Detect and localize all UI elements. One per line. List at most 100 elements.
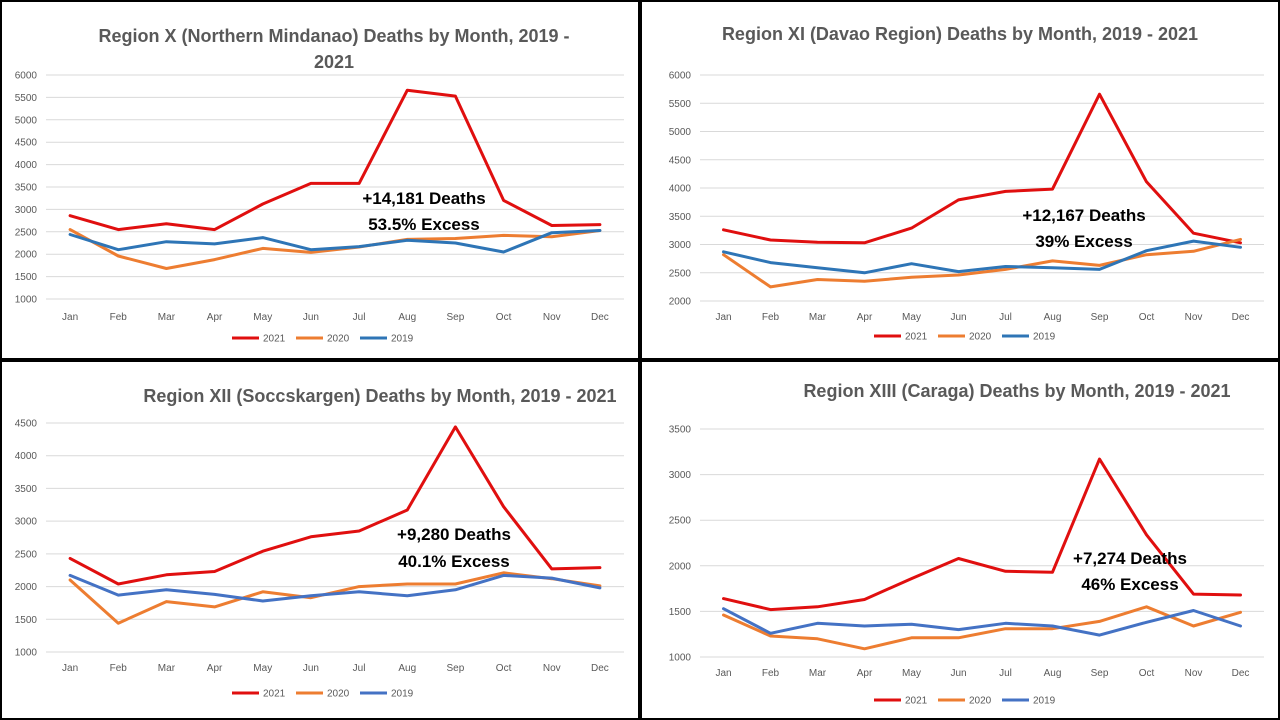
data-point-2021 bbox=[117, 582, 120, 586]
data-point-2019 bbox=[1145, 621, 1148, 624]
y-tick-label: 2000 bbox=[669, 561, 692, 572]
data-point-2021 bbox=[502, 199, 505, 202]
x-tick-label: Dec bbox=[591, 312, 609, 323]
series-line-2020 bbox=[722, 237, 1242, 289]
x-tick-label: Nov bbox=[543, 312, 561, 323]
x-tick-label: Dec bbox=[591, 663, 609, 674]
data-point-2020 bbox=[1145, 253, 1148, 256]
data-point-2021 bbox=[165, 222, 168, 225]
data-point-2021 bbox=[309, 182, 313, 185]
x-tick-label: Feb bbox=[110, 312, 128, 323]
data-point-2021 bbox=[68, 557, 72, 560]
x-tick-label: Jan bbox=[62, 312, 78, 323]
y-tick-label: 3500 bbox=[669, 212, 692, 223]
data-point-2019 bbox=[1145, 249, 1148, 252]
data-point-2021 bbox=[213, 570, 216, 573]
chart-title: Region X (Northern Mindanao) Deaths by M… bbox=[98, 26, 569, 46]
data-point-2019 bbox=[863, 624, 866, 628]
series-line-2019 bbox=[722, 607, 1242, 637]
data-point-2019 bbox=[550, 576, 553, 580]
series-line-2021 bbox=[68, 88, 602, 232]
data-point-2020 bbox=[863, 280, 866, 283]
data-point-2020 bbox=[454, 237, 457, 240]
data-point-2019 bbox=[261, 236, 264, 239]
data-point-2020 bbox=[1145, 605, 1148, 609]
x-tick-label: Jul bbox=[999, 312, 1012, 323]
data-point-2019 bbox=[769, 632, 772, 635]
y-tick-label: 4000 bbox=[15, 160, 38, 171]
chart-title: 2021 bbox=[314, 52, 354, 72]
data-point-2021 bbox=[816, 241, 819, 244]
y-tick-label: 2000 bbox=[15, 582, 38, 593]
data-point-2021 bbox=[722, 597, 725, 600]
data-point-2020 bbox=[406, 582, 409, 586]
x-tick-label: Sep bbox=[1091, 312, 1109, 323]
chart-panel-region-xii: Region XII (Soccskargen) Deaths by Month… bbox=[2, 362, 638, 718]
data-point-2021 bbox=[1239, 593, 1242, 597]
data-point-2019 bbox=[910, 262, 913, 265]
x-tick-label: Sep bbox=[1091, 668, 1109, 679]
chart-title: Region XI (Davao Region) Deaths by Month… bbox=[722, 24, 1198, 44]
data-point-2020 bbox=[910, 276, 913, 279]
data-point-2019 bbox=[957, 270, 960, 273]
x-tick-label: Sep bbox=[447, 663, 465, 674]
data-point-2019 bbox=[910, 622, 913, 626]
y-tick-label: 1000 bbox=[15, 648, 38, 659]
x-tick-label: Apr bbox=[857, 312, 873, 323]
x-tick-label: May bbox=[253, 663, 272, 674]
data-point-2019 bbox=[1004, 622, 1007, 625]
data-point-2019 bbox=[213, 593, 216, 596]
data-point-2020 bbox=[68, 578, 72, 582]
data-point-2021 bbox=[957, 557, 960, 560]
data-point-2019 bbox=[406, 594, 409, 597]
data-point-2020 bbox=[1004, 627, 1007, 630]
data-point-2021 bbox=[261, 550, 264, 553]
x-tick-label: Nov bbox=[1185, 312, 1203, 323]
x-tick-label: Jul bbox=[999, 668, 1012, 679]
series-line-2019 bbox=[68, 229, 602, 254]
y-tick-label: 4500 bbox=[15, 419, 38, 430]
data-point-2019 bbox=[1239, 246, 1242, 249]
data-point-2019 bbox=[1051, 266, 1054, 269]
data-point-2021 bbox=[357, 529, 361, 533]
legend-label-2020: 2020 bbox=[327, 689, 350, 700]
data-point-2021 bbox=[406, 89, 409, 92]
data-point-2019 bbox=[1192, 609, 1195, 612]
data-point-2019 bbox=[165, 588, 168, 592]
data-point-2019 bbox=[406, 239, 409, 242]
data-point-2021 bbox=[1192, 232, 1195, 235]
data-point-2021 bbox=[910, 226, 913, 230]
y-tick-label: 1500 bbox=[15, 615, 38, 626]
chart-region-x: Region X (Northern Mindanao) Deaths by M… bbox=[15, 26, 624, 345]
data-point-2021 bbox=[1192, 592, 1195, 596]
data-point-2019 bbox=[502, 250, 505, 254]
y-tick-label: 3500 bbox=[15, 484, 38, 495]
series-line-2021 bbox=[722, 457, 1242, 612]
y-tick-label: 5000 bbox=[669, 127, 692, 138]
data-point-2021 bbox=[1098, 93, 1101, 96]
data-point-2020 bbox=[309, 251, 313, 254]
y-tick-label: 2000 bbox=[15, 250, 38, 261]
data-point-2021 bbox=[550, 567, 553, 571]
x-tick-label: Oct bbox=[496, 312, 512, 323]
data-point-2021 bbox=[454, 94, 457, 98]
x-tick-label: Mar bbox=[809, 668, 827, 679]
data-point-2021 bbox=[117, 228, 120, 231]
data-point-2021 bbox=[261, 202, 264, 206]
data-point-2019 bbox=[722, 607, 725, 610]
chart-region-xii: Region XII (Soccskargen) Deaths by Month… bbox=[15, 386, 624, 700]
x-tick-label: Jan bbox=[715, 668, 731, 679]
y-tick-label: 3500 bbox=[15, 183, 38, 194]
x-tick-label: Oct bbox=[1139, 668, 1155, 679]
data-point-2020 bbox=[722, 253, 725, 256]
excess-deaths-annotation: +12,167 Deaths bbox=[1022, 206, 1145, 225]
excess-deaths-annotation: +14,181 Deaths bbox=[362, 189, 485, 208]
y-tick-label: 2500 bbox=[15, 549, 38, 560]
x-tick-label: Aug bbox=[398, 312, 416, 323]
data-point-2021 bbox=[1051, 570, 1054, 574]
data-point-2019 bbox=[454, 588, 457, 592]
data-point-2020 bbox=[722, 613, 725, 617]
data-point-2020 bbox=[816, 637, 819, 640]
x-tick-label: May bbox=[253, 312, 272, 323]
data-point-2021 bbox=[722, 228, 725, 232]
